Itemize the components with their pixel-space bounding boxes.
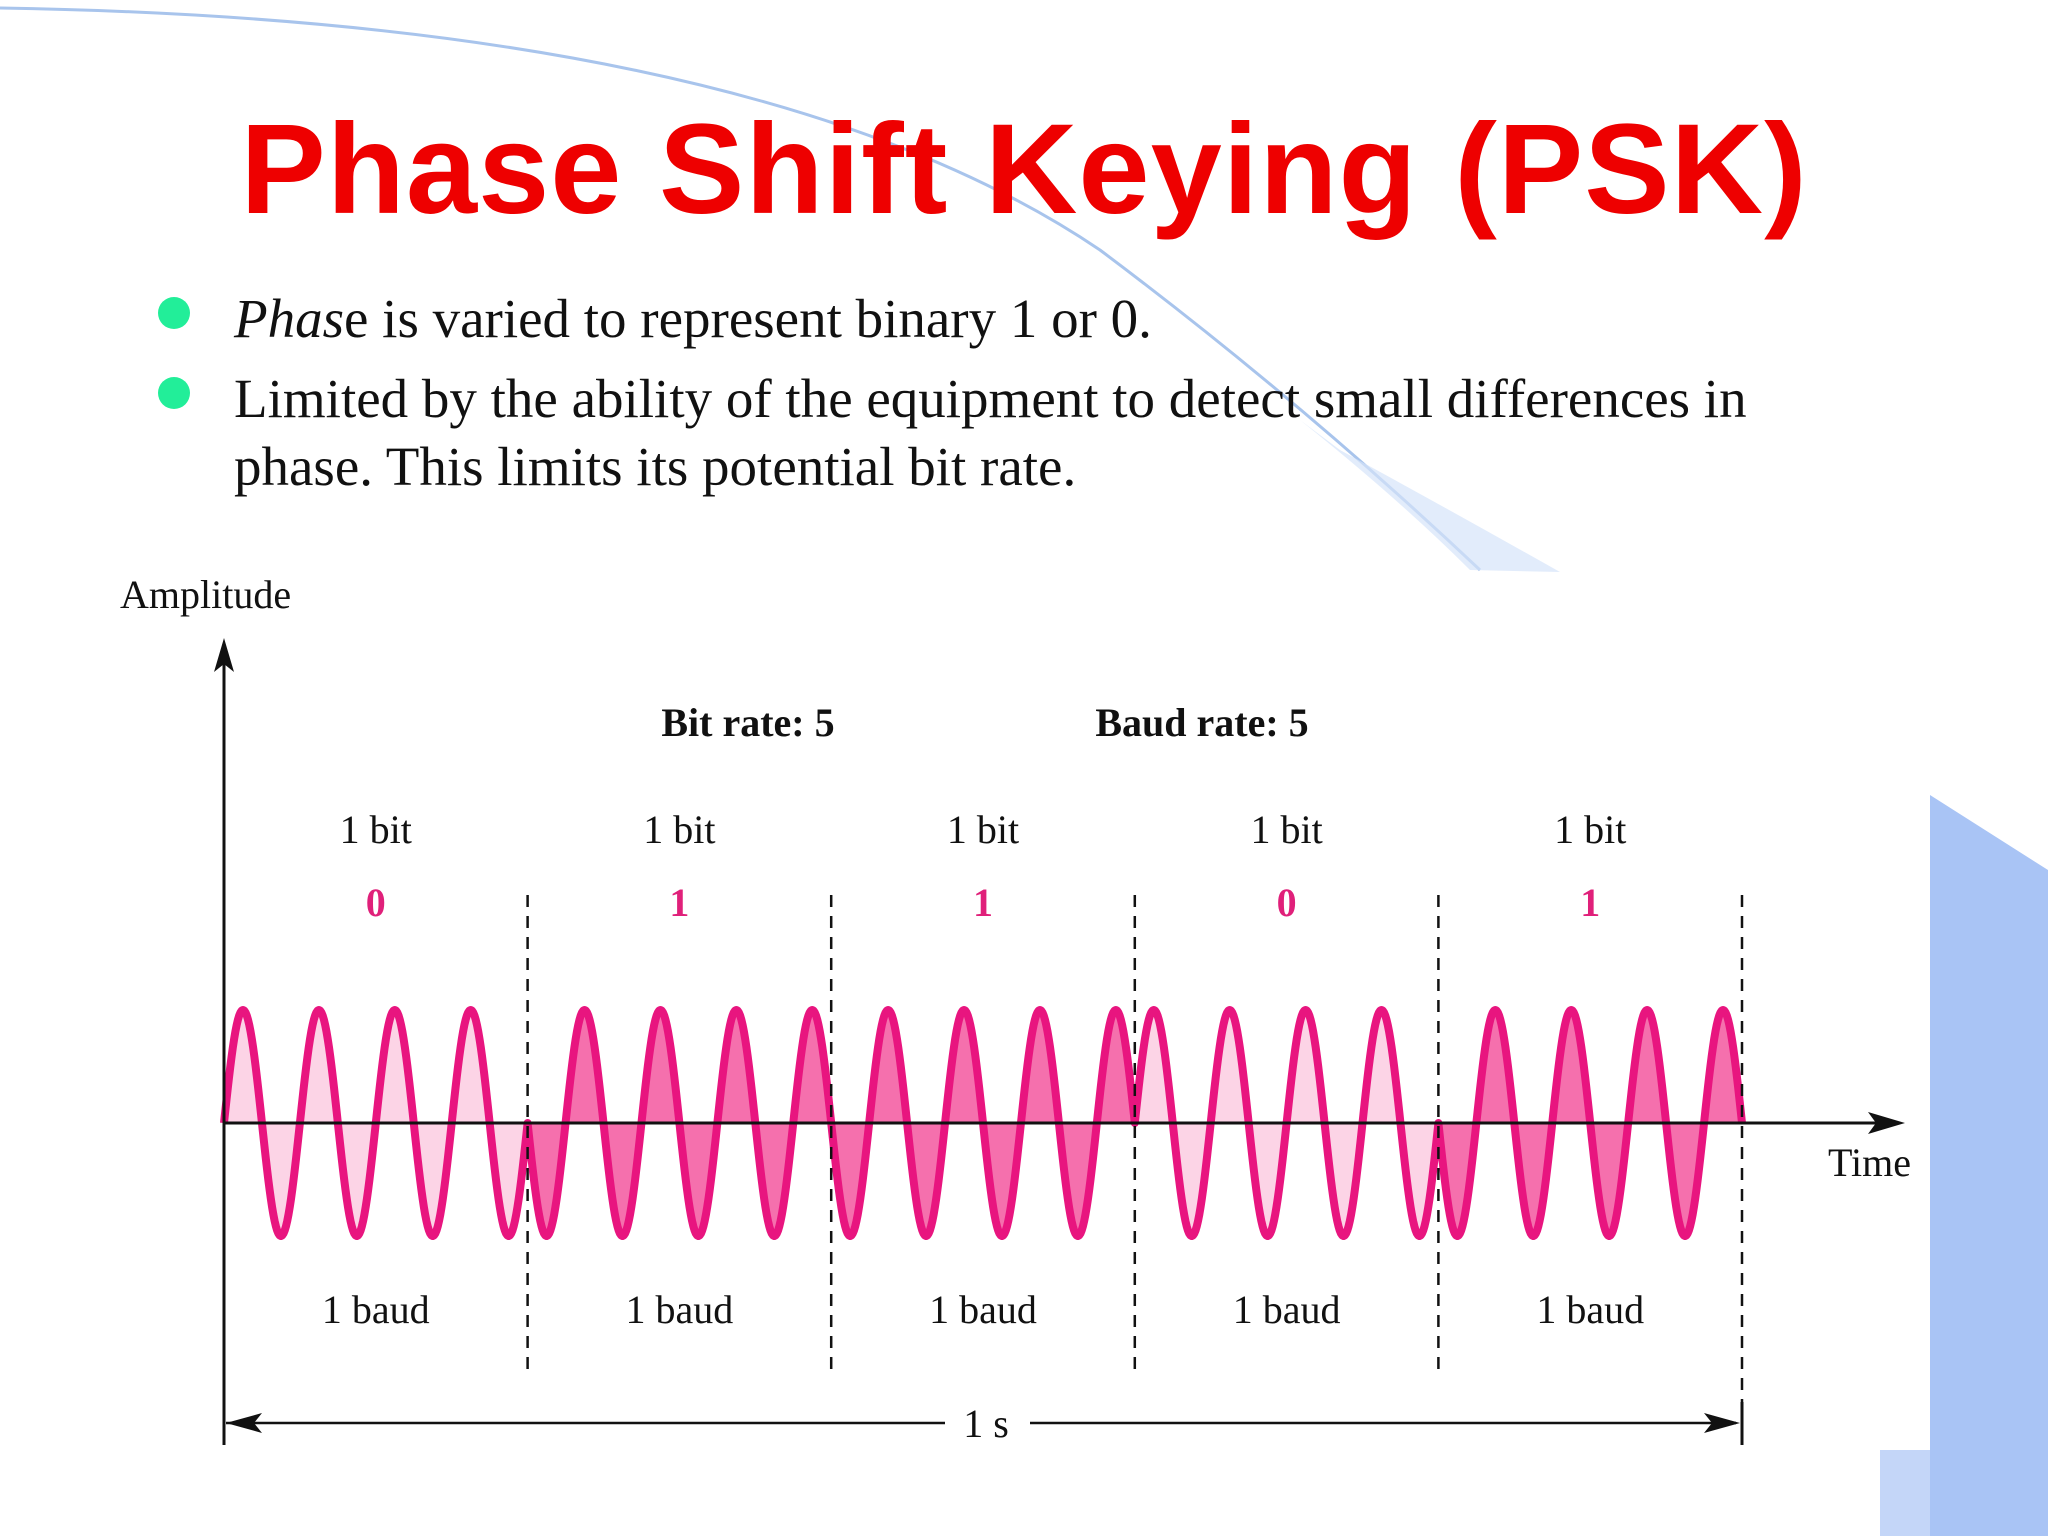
bit-value: 1: [1580, 880, 1600, 925]
baud-label: 1 baud: [322, 1287, 430, 1332]
bullet-item: Limited by the ability of the equipment …: [150, 365, 1850, 501]
duration-label: 1 s: [963, 1401, 1009, 1446]
bullet-dot-icon: [158, 297, 190, 329]
bit-value: 0: [366, 880, 386, 925]
decorative-swoosh-line: [0, 6, 1482, 572]
bullet-item: Phase is varied to represent binary 1 or…: [150, 285, 1850, 353]
baud-label: 1 baud: [626, 1287, 734, 1332]
segment-labels: 1 bit 0 1 baud 1 bit 1 1 baud 1 bit 1 1 baud 1 bi…: [322, 807, 1644, 1332]
bit-value: 1: [973, 880, 993, 925]
bit-label: 1 bit: [1554, 807, 1626, 852]
duration-arrow-right-icon: [1704, 1413, 1740, 1433]
baud-label: 1 baud: [1233, 1287, 1341, 1332]
bit-separators: [526, 895, 1744, 1405]
bit-label: 1 bit: [643, 807, 715, 852]
time-axis-label: Time: [1828, 1140, 1911, 1185]
bullet-italic-text: Phas: [234, 288, 344, 349]
time-axis-arrow-icon: [1868, 1112, 1905, 1134]
bullet-text: Limited by the ability of the equipment …: [234, 368, 1747, 497]
baud-label: 1 baud: [929, 1287, 1037, 1332]
bullet-dot-icon: [158, 377, 190, 409]
amplitude-axis-label: Amplitude: [120, 572, 291, 617]
amplitude-axis-arrow-icon: [214, 638, 234, 672]
bullet-text: e is varied to represent binary 1 or 0.: [344, 288, 1152, 349]
bullet-list: Phase is varied to represent binary 1 or…: [150, 285, 1850, 513]
baud-label: 1 baud: [1536, 1287, 1644, 1332]
bit-label: 1 bit: [947, 807, 1019, 852]
slide-title: Phase Shift Keying (PSK): [240, 98, 1808, 241]
decorative-right-panel: [1880, 795, 2048, 1536]
duration-arrow-left-icon: [226, 1413, 262, 1433]
bit-label: 1 bit: [1250, 807, 1322, 852]
bit-value: 0: [1277, 880, 1297, 925]
bit-label: 1 bit: [340, 807, 412, 852]
bit-value: 1: [669, 880, 689, 925]
bit-rate-label: Bit rate: 5: [661, 700, 834, 745]
decorative-right-panel-shade: [1880, 1450, 1930, 1536]
baud-rate-label: Baud rate: 5: [1095, 700, 1308, 745]
